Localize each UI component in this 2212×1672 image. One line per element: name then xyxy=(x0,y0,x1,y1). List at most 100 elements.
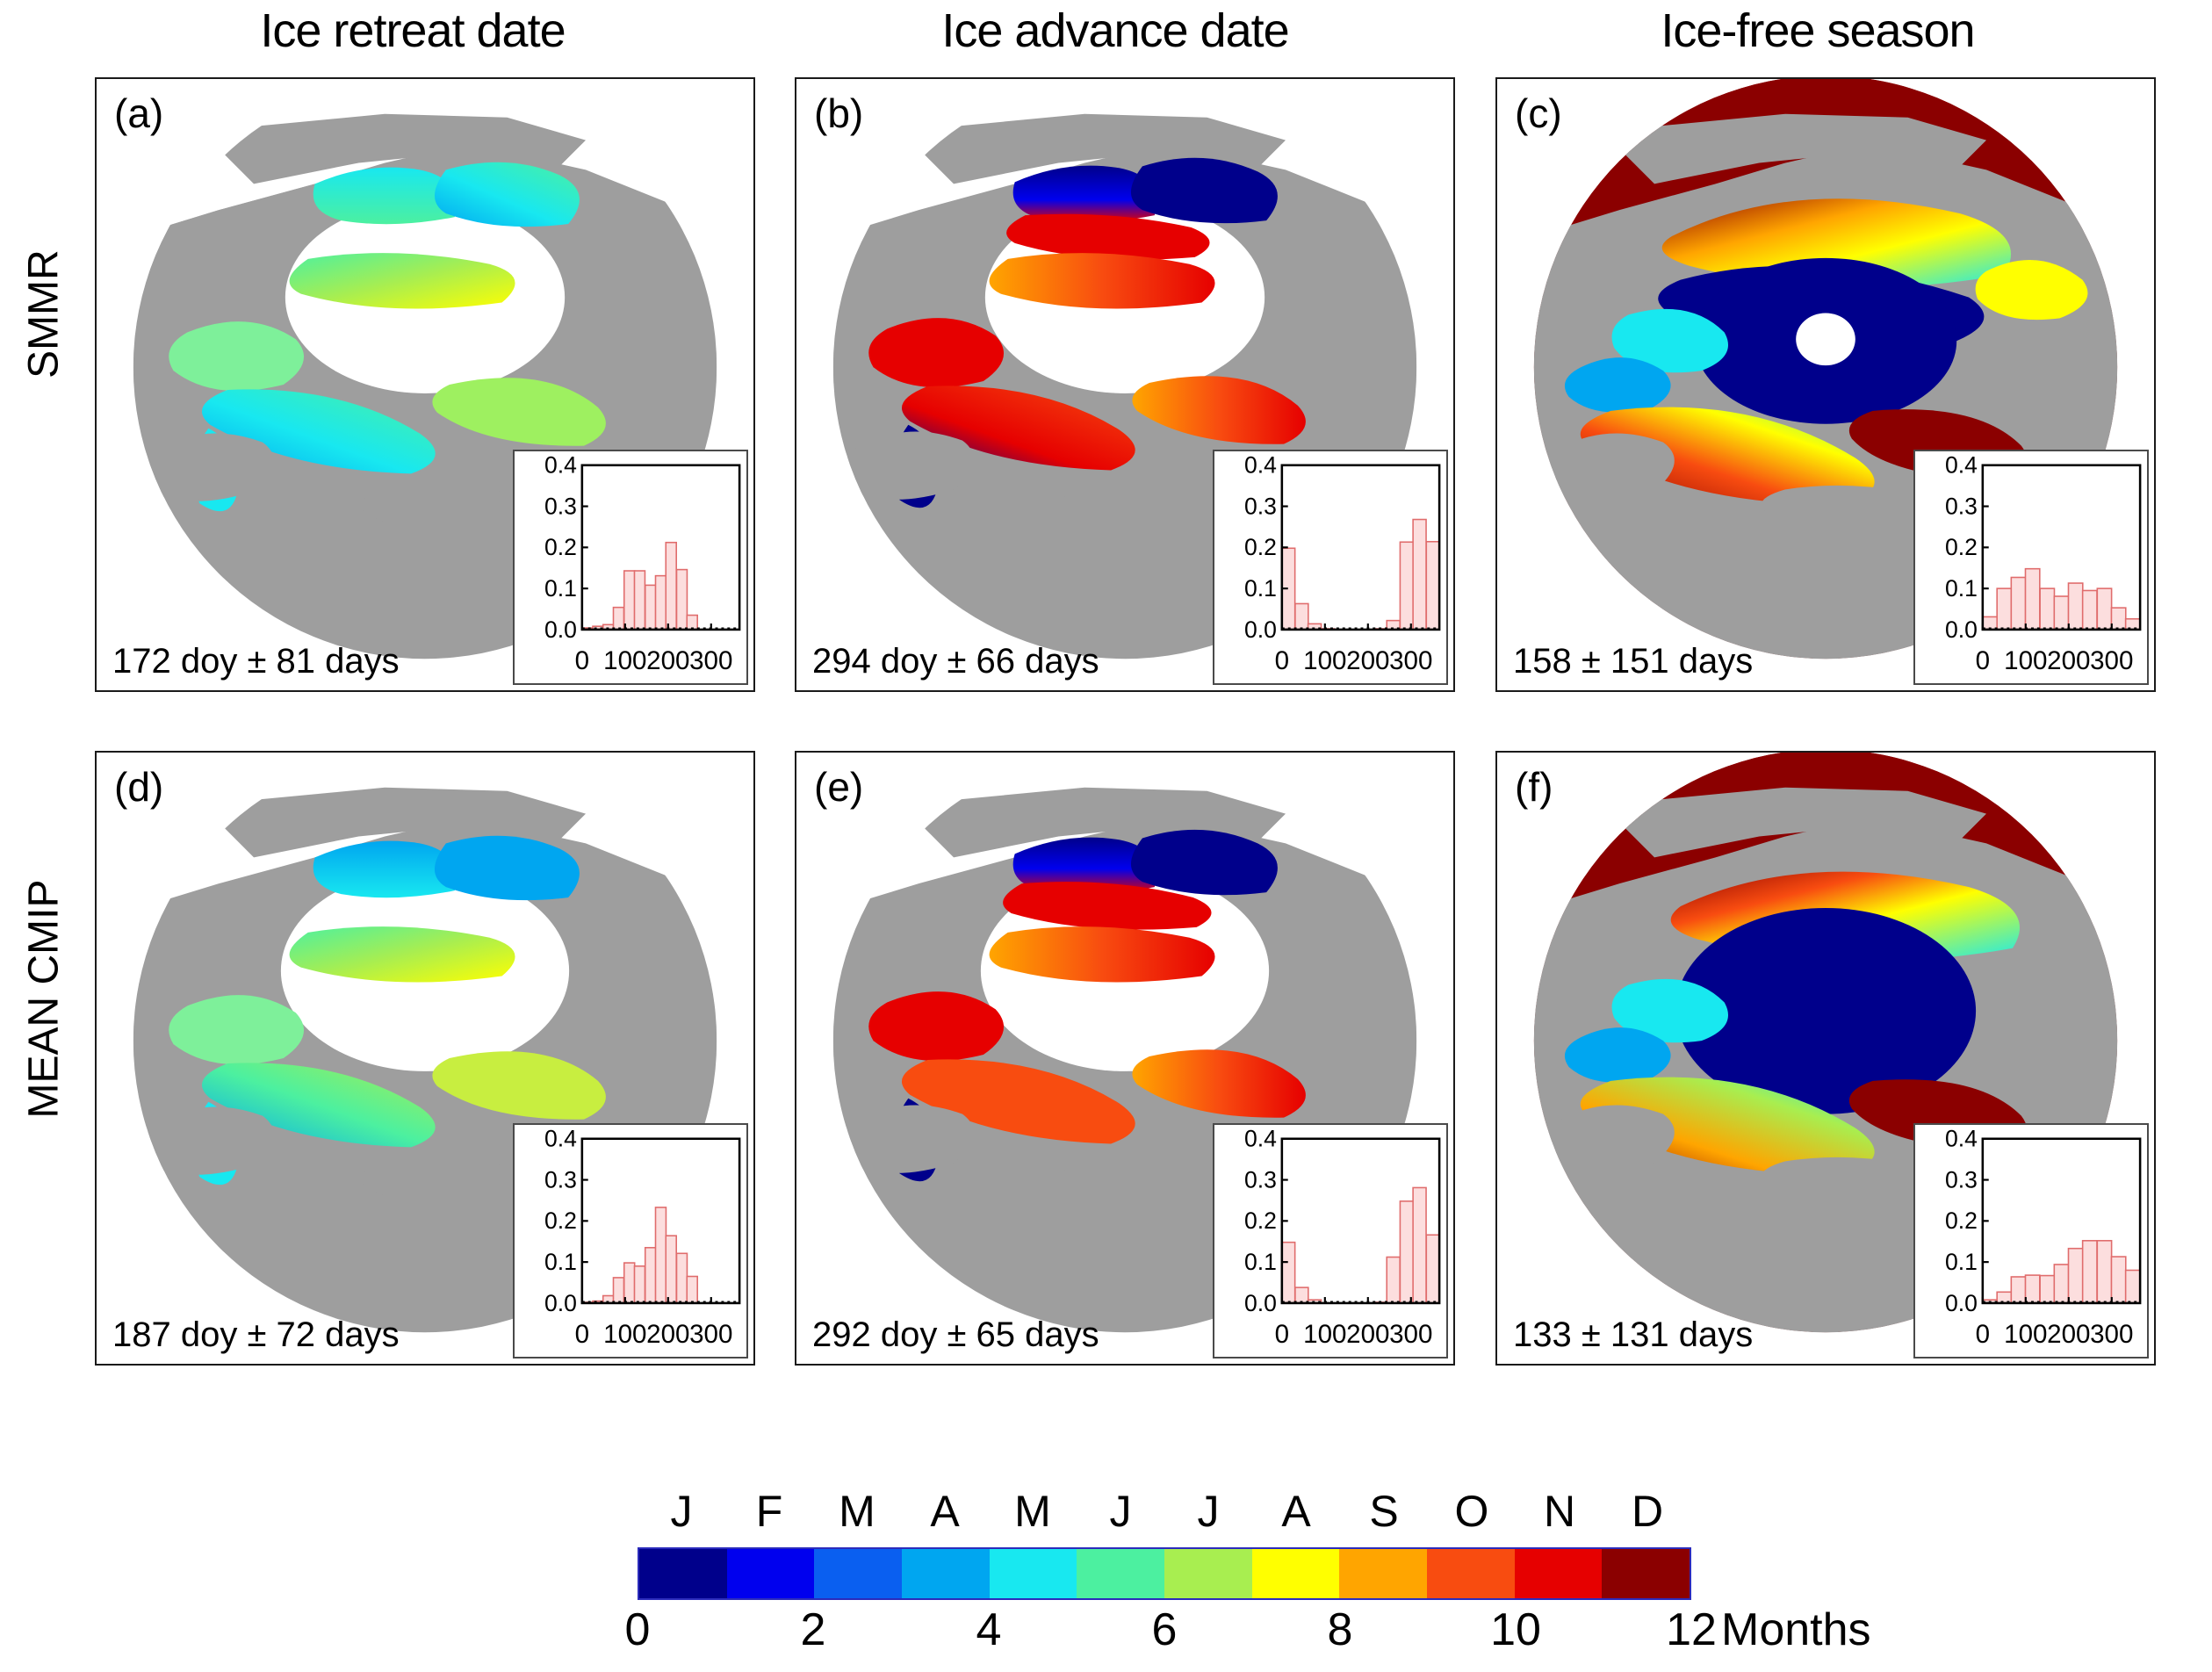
histogram-y-tick-label: 0.4 xyxy=(1945,1126,1978,1152)
map-a xyxy=(133,113,717,659)
histogram-bar xyxy=(2110,607,2127,631)
colorbar-tick-10: 10 xyxy=(1490,1604,1541,1655)
histogram-svg-a: 0.0 0.1 0.2 0.3 0.4 0 100 200 300 xyxy=(544,452,741,675)
panel-stat-a: 172 doy ± 81 days xyxy=(112,642,400,681)
histogram-bar xyxy=(654,1207,667,1304)
histogram-y-tick-label: 0.3 xyxy=(1244,493,1277,519)
histogram-bar xyxy=(1425,541,1441,631)
histogram-bar xyxy=(2024,567,2041,631)
histogram-y-tick-label: 0.3 xyxy=(1244,1166,1277,1193)
histogram-bar xyxy=(686,1275,699,1304)
panel-letter-c: (c) xyxy=(1515,90,1562,136)
histogram-svg-d: 0.0 0.1 0.2 0.3 0.4 0 100 200 300 xyxy=(544,1126,741,1349)
colorbar-tick-4: 4 xyxy=(976,1604,1002,1655)
histogram-bar xyxy=(1412,518,1427,631)
colorbar-cell-f-1 xyxy=(726,1549,815,1598)
colorbar-cell-m-4 xyxy=(989,1549,1077,1598)
histogram-inset-b: 0.0 0.1 0.2 0.3 0.4 0 100 200 300 xyxy=(1213,450,1448,685)
histogram-y-tick-label: 0.1 xyxy=(544,1249,577,1275)
histogram-y-tick-label: 0.3 xyxy=(1945,493,1978,519)
histogram-x-tick-label: 100 xyxy=(1303,646,1346,675)
histogram-y-tick-label: 0.0 xyxy=(544,1290,577,1316)
histogram-bar xyxy=(2039,587,2056,631)
histogram-y-tick-label: 0.2 xyxy=(544,534,577,560)
histogram-bar xyxy=(1294,602,1309,631)
histogram-x-tick-label: 100 xyxy=(603,646,646,675)
histogram-bar xyxy=(633,1265,646,1304)
colorbar-month-o-9: O xyxy=(1454,1487,1489,1536)
panel-a: (a) 172 doy ± 81 days 0.0 0.1 0.2 0.3 0.4 0 10… xyxy=(95,77,755,692)
histogram-y-tick-label: 0.1 xyxy=(544,575,577,602)
colorbar-month-j-5: J xyxy=(1109,1487,1132,1536)
histogram-y-tick-label: 0.0 xyxy=(1945,1290,1978,1316)
histogram-y-tick-label: 0.2 xyxy=(1244,1207,1277,1234)
panel-stat-d: 187 doy ± 72 days xyxy=(112,1315,400,1354)
histogram-bar xyxy=(2096,587,2113,631)
histogram-y-tick-label: 0.4 xyxy=(1244,1126,1277,1152)
colorbar-cell-a-3 xyxy=(902,1549,990,1598)
histogram-y-tick-label: 0.2 xyxy=(1945,1207,1978,1234)
column-title-ice-retreat: Ice retreat date xyxy=(260,4,566,57)
colorbar-month-m-4: M xyxy=(1014,1487,1051,1536)
panel-d: (d) 187 doy ± 72 days 0.0 0.1 0.2 0.3 0.4 0 10… xyxy=(95,751,755,1366)
histogram-y-tick-label: 0.1 xyxy=(1244,1249,1277,1275)
histogram-bar xyxy=(1399,1200,1415,1304)
histogram-bar xyxy=(644,1246,657,1304)
histogram-axes-frame xyxy=(580,464,741,631)
histogram-x-tick-label: 300 xyxy=(2090,646,2133,675)
histogram-bar xyxy=(2010,1276,2027,1304)
row-label-mean-cmip: MEAN CMIP xyxy=(20,879,68,1119)
column-title-ice-advance: Ice advance date xyxy=(941,4,1289,57)
histogram-bar xyxy=(2081,1240,2098,1304)
histogram-x-tick-label: 200 xyxy=(1346,1320,1389,1349)
column-title-ice-free-season: Ice-free season xyxy=(1661,4,1975,57)
histogram-y-tick-label: 0.0 xyxy=(1244,616,1277,643)
histogram-y-tick-label: 0.4 xyxy=(1244,452,1277,479)
histogram-bar xyxy=(665,1235,677,1304)
panel-e: (e) 292 doy ± 65 days 0.0 0.1 0.2 0.3 0.4 0 10… xyxy=(795,751,1455,1366)
panel-letter-e: (e) xyxy=(814,764,864,810)
histogram-x-tick-label: 0 xyxy=(575,1320,589,1349)
histogram-y-tick-label: 0.0 xyxy=(1945,616,1978,643)
colorbar-tick-2: 2 xyxy=(800,1604,826,1655)
histogram-bar xyxy=(2010,576,2027,631)
panel-stat-e: 292 doy ± 65 days xyxy=(812,1315,1099,1354)
histogram-x-tick-label: 0 xyxy=(1275,646,1289,675)
histogram-x-tick-label: 200 xyxy=(646,1320,689,1349)
histogram-bar xyxy=(612,606,625,631)
colorbar-month-m-2: M xyxy=(839,1487,875,1536)
histogram-y-tick-label: 0.2 xyxy=(1945,534,1978,560)
row-label-smmr: SMMR xyxy=(20,249,68,378)
histogram-x-tick-label: 300 xyxy=(1389,646,1432,675)
histogram-y-tick-label: 0.4 xyxy=(544,452,577,479)
histogram-svg-e: 0.0 0.1 0.2 0.3 0.4 0 100 200 300 xyxy=(1244,1126,1441,1349)
panel-letter-f: (f) xyxy=(1515,764,1553,810)
histogram-bar xyxy=(2067,1247,2084,1304)
histogram-x-tick-label: 0 xyxy=(575,646,589,675)
histogram-bar xyxy=(2110,1256,2127,1304)
histogram-inset-f: 0.0 0.1 0.2 0.3 0.4 0 100 200 300 xyxy=(1913,1123,2149,1358)
histogram-y-tick-label: 0.4 xyxy=(544,1126,577,1152)
colorbar-tick-8: 8 xyxy=(1327,1604,1353,1655)
histogram-bar xyxy=(1412,1186,1427,1304)
colorbar-tick-6: 6 xyxy=(1151,1604,1178,1655)
histogram-bar xyxy=(1294,1286,1309,1304)
panel-stat-f: 133 ± 131 days xyxy=(1513,1315,1754,1354)
panel-c: (c) 158 ± 151 days 0.0 0.1 0.2 0.3 0.4 0 100 20… xyxy=(1495,77,2156,692)
colorbar-units-label: Months xyxy=(1721,1604,1871,1655)
histogram-x-tick-label: 300 xyxy=(1389,1320,1432,1349)
histogram-x-tick-label: 200 xyxy=(646,646,689,675)
histogram-x-tick-label: 300 xyxy=(689,646,732,675)
histogram-y-tick-label: 0.1 xyxy=(1945,1249,1978,1275)
colorbar-cell-d-11 xyxy=(1602,1549,1690,1598)
histogram-inset-c: 0.0 0.1 0.2 0.3 0.4 0 100 200 300 xyxy=(1913,450,2149,685)
histogram-bar xyxy=(1425,1234,1441,1304)
histogram-bar xyxy=(623,570,636,631)
colorbar-month-j-0: J xyxy=(670,1487,693,1536)
histogram-inset-d: 0.0 0.1 0.2 0.3 0.4 0 100 200 300 xyxy=(513,1123,748,1358)
histogram-bar xyxy=(612,1277,625,1304)
colorbar-cell-s-8 xyxy=(1339,1549,1428,1598)
panel-stat-c: 158 ± 151 days xyxy=(1513,642,1754,681)
panel-b: (b) 294 doy ± 66 days 0.0 0.1 0.2 0.3 0.4 0 10… xyxy=(795,77,1455,692)
